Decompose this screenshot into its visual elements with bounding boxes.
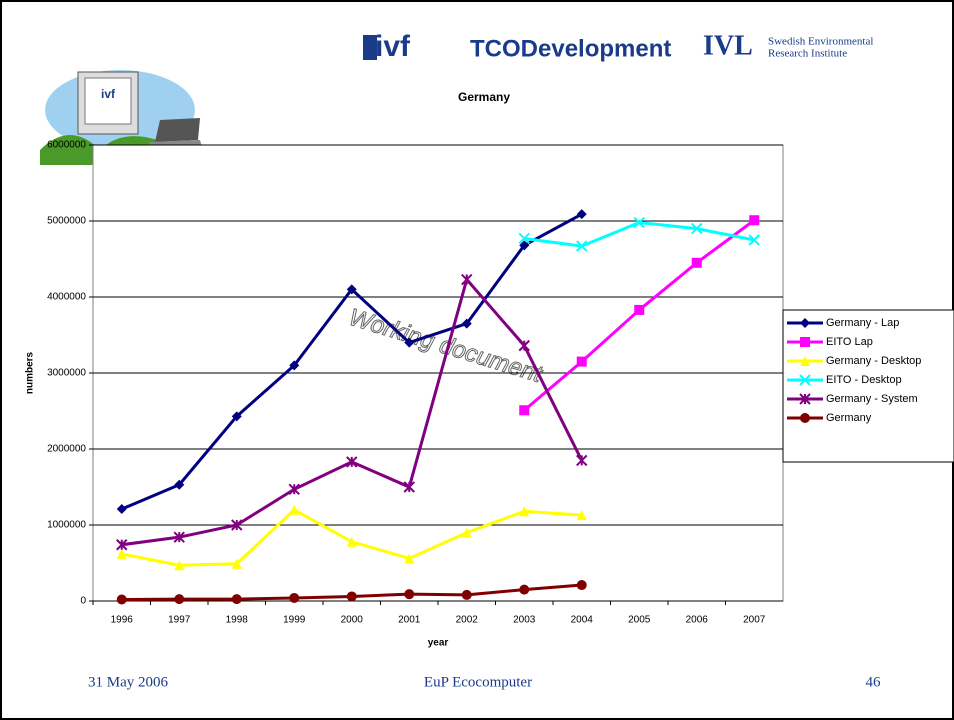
marker bbox=[174, 560, 185, 571]
marker bbox=[518, 339, 530, 352]
logo-tco: TCODevelopment bbox=[470, 35, 671, 62]
legend-label: Germany - System bbox=[826, 393, 918, 405]
marker bbox=[116, 539, 128, 551]
marker bbox=[800, 337, 810, 347]
x-tick-label: 2006 bbox=[686, 615, 709, 626]
marker bbox=[289, 360, 300, 371]
y-tick-label: 1000000 bbox=[47, 520, 86, 531]
y-tick-label: 6000000 bbox=[47, 140, 86, 151]
legend-label: Germany - Desktop bbox=[826, 355, 921, 367]
series bbox=[519, 215, 760, 416]
marker bbox=[116, 594, 127, 605]
marker bbox=[519, 405, 530, 416]
marker bbox=[231, 411, 242, 422]
marker bbox=[231, 519, 243, 531]
marker bbox=[289, 504, 300, 515]
y-tick-label: 5000000 bbox=[47, 216, 86, 227]
logo-ivl: IVL bbox=[703, 30, 753, 61]
marker bbox=[461, 318, 472, 329]
x-axis-label: year bbox=[428, 638, 449, 649]
marker bbox=[404, 553, 415, 564]
x-tick-label: 2007 bbox=[743, 615, 766, 626]
marker bbox=[346, 536, 357, 547]
marker bbox=[174, 594, 185, 605]
x-tick-label: 1996 bbox=[111, 615, 134, 626]
marker bbox=[231, 594, 242, 605]
marker bbox=[576, 580, 587, 591]
marker bbox=[800, 413, 810, 423]
y-axis-label: numbers bbox=[25, 351, 36, 394]
x-tick-label: 1997 bbox=[168, 615, 191, 626]
marker bbox=[633, 216, 645, 229]
marker bbox=[346, 456, 358, 468]
marker bbox=[691, 257, 702, 268]
marker bbox=[404, 589, 415, 600]
marker bbox=[799, 393, 811, 405]
logo-ivl-text: Swedish Environmental bbox=[768, 36, 873, 48]
marker bbox=[576, 240, 588, 252]
marker bbox=[403, 481, 415, 493]
y-tick-label: 2000000 bbox=[47, 444, 86, 455]
marker bbox=[461, 589, 472, 600]
footer-page: 46 bbox=[866, 674, 882, 690]
marker bbox=[799, 374, 811, 386]
series bbox=[116, 580, 587, 605]
marker bbox=[404, 337, 415, 348]
marker bbox=[231, 558, 242, 569]
marker bbox=[346, 284, 357, 295]
marker bbox=[576, 510, 587, 521]
marker bbox=[749, 215, 760, 226]
legend bbox=[782, 309, 954, 463]
marker bbox=[116, 548, 127, 559]
y-tick-label: 3000000 bbox=[47, 368, 86, 379]
marker bbox=[174, 479, 185, 490]
marker bbox=[691, 222, 703, 235]
marker bbox=[800, 356, 810, 366]
x-tick-label: 2002 bbox=[456, 615, 479, 626]
marker bbox=[173, 531, 185, 543]
footer-title: EuP Ecocomputer bbox=[424, 674, 532, 690]
marker bbox=[576, 356, 587, 367]
marker bbox=[576, 209, 587, 220]
marker bbox=[519, 240, 530, 251]
series bbox=[116, 209, 587, 515]
y-tick-label: 0 bbox=[80, 596, 86, 607]
legend-label: EITO Lap bbox=[826, 336, 873, 348]
series bbox=[518, 216, 760, 252]
marker bbox=[461, 527, 472, 538]
legend-label: Germany bbox=[826, 412, 872, 424]
marker bbox=[800, 318, 810, 328]
marker bbox=[116, 504, 127, 515]
marker bbox=[289, 592, 300, 603]
marker bbox=[634, 304, 645, 315]
series bbox=[116, 273, 588, 551]
x-tick-label: 1998 bbox=[226, 615, 249, 626]
x-tick-label: 2000 bbox=[341, 615, 364, 626]
chart-title: Germany bbox=[458, 90, 510, 104]
legend-label: Germany - Lap bbox=[826, 317, 899, 329]
x-tick-label: 2001 bbox=[398, 615, 421, 626]
marker bbox=[346, 591, 357, 602]
x-tick-label: 2003 bbox=[513, 615, 536, 626]
marker bbox=[519, 584, 530, 595]
clip-art-text: ivf bbox=[101, 87, 116, 101]
marker bbox=[461, 273, 473, 286]
logo-ivl-text: Research Institute bbox=[768, 48, 847, 60]
marker bbox=[748, 234, 760, 246]
logo-ivf-bar bbox=[363, 35, 377, 60]
marker bbox=[576, 454, 588, 467]
marker bbox=[518, 232, 530, 245]
y-tick-label: 4000000 bbox=[47, 292, 86, 303]
x-tick-label: 2004 bbox=[571, 615, 594, 626]
logo-ivf: ivf bbox=[375, 30, 411, 63]
footer-date: 31 May 2006 bbox=[88, 674, 168, 690]
x-tick-label: 1999 bbox=[283, 615, 306, 626]
legend-label: EITO - Desktop bbox=[826, 374, 902, 386]
x-tick-label: 2005 bbox=[628, 615, 651, 626]
marker bbox=[519, 506, 530, 517]
series bbox=[116, 504, 587, 571]
marker bbox=[288, 483, 300, 495]
